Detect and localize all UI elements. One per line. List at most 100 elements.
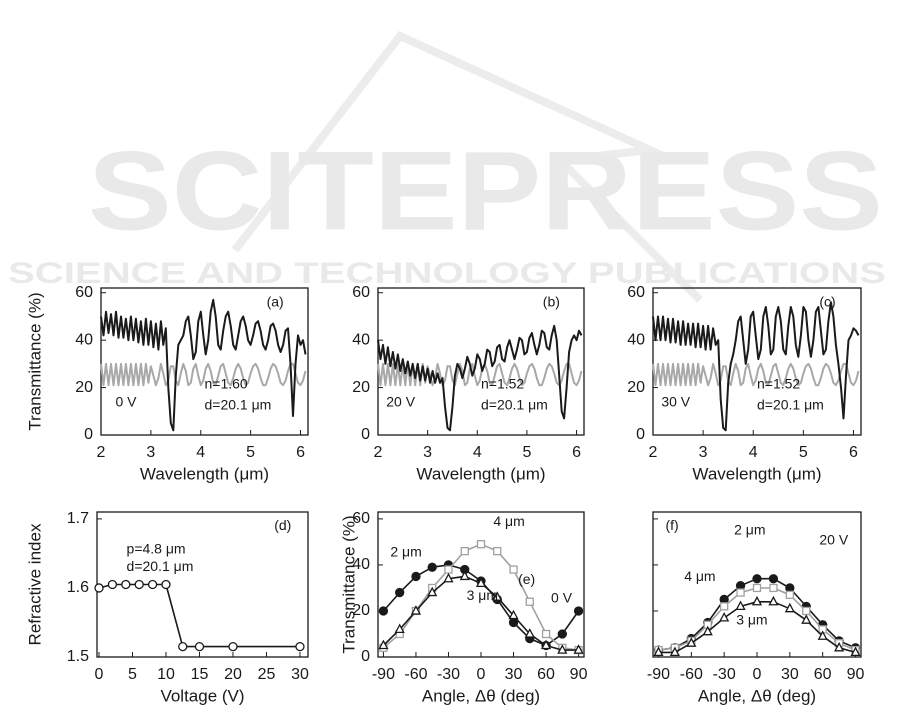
marker bbox=[460, 546, 469, 556]
x-tick-label: 20 bbox=[224, 666, 242, 683]
x-tick-label: 4 bbox=[196, 444, 205, 461]
marker bbox=[752, 574, 762, 584]
marker bbox=[785, 590, 794, 600]
marker bbox=[443, 572, 454, 583]
marker bbox=[509, 565, 518, 574]
marker bbox=[134, 579, 144, 590]
marker bbox=[769, 583, 778, 593]
marker bbox=[459, 570, 470, 581]
plot-frame bbox=[652, 287, 862, 436]
series-line bbox=[652, 301, 860, 432]
series-line bbox=[98, 583, 300, 648]
x-tick-label: -90 bbox=[372, 666, 395, 683]
x-tick-label: 0 bbox=[753, 666, 762, 683]
marker bbox=[573, 644, 584, 654]
marker bbox=[834, 641, 845, 652]
marker bbox=[768, 574, 779, 584]
x-tick-label: 15 bbox=[191, 666, 209, 683]
marker bbox=[492, 591, 503, 601]
annotation: d=20.1 μm bbox=[127, 558, 194, 574]
marker bbox=[557, 644, 568, 654]
y-tick-label: 40 bbox=[352, 331, 370, 348]
annotation: (d) bbox=[274, 517, 291, 533]
marker bbox=[378, 606, 389, 616]
marker bbox=[427, 586, 438, 597]
annotation: (c) bbox=[819, 293, 835, 309]
series-label: 2 μm bbox=[390, 543, 421, 559]
y-tick-label: 0 bbox=[84, 426, 93, 443]
x-tick-label: -90 bbox=[647, 666, 670, 683]
x-axis-label: Wavelength (μm) bbox=[140, 464, 269, 483]
marker bbox=[94, 583, 104, 593]
x-axis-label: Wavelength (μm) bbox=[416, 464, 545, 483]
y-tick-label: 1.7 bbox=[67, 510, 89, 527]
x-tick-label: 0 bbox=[95, 666, 104, 683]
watermark-title: SCITEPRESS bbox=[88, 129, 883, 254]
annotation: 20 V bbox=[386, 393, 415, 409]
marker bbox=[720, 602, 729, 611]
plot-frame bbox=[377, 287, 585, 436]
marker bbox=[427, 562, 437, 572]
x-tick-label: 2 bbox=[374, 444, 383, 461]
y-tick-label: 0 bbox=[361, 426, 370, 443]
watermark-logo bbox=[231, 31, 703, 303]
x-tick-label: 30 bbox=[291, 666, 309, 683]
annotation: (b) bbox=[543, 293, 560, 309]
series-line bbox=[100, 298, 307, 432]
annotation: d=20.1 μm bbox=[205, 396, 272, 412]
marker bbox=[147, 579, 158, 590]
y-tick-label: 60 bbox=[352, 510, 370, 527]
annotation: 0 V bbox=[551, 590, 573, 606]
x-axis-label: Voltage (V) bbox=[160, 686, 244, 705]
x-tick-label: 5 bbox=[522, 444, 531, 461]
x-tick-label: 90 bbox=[570, 666, 588, 683]
x-tick-label: 5 bbox=[799, 444, 808, 461]
annotation: d=20.1 μm bbox=[481, 396, 548, 412]
marker bbox=[752, 583, 762, 593]
series-label: 4 μm bbox=[493, 513, 524, 529]
x-tick-label: -60 bbox=[404, 666, 427, 683]
x-tick-label: 2 bbox=[649, 444, 658, 461]
x-tick-label: 6 bbox=[296, 444, 305, 461]
marker bbox=[411, 571, 421, 582]
marker bbox=[295, 641, 305, 652]
series-label: 3 μm bbox=[736, 611, 767, 627]
x-tick-label: 2 bbox=[97, 444, 106, 461]
marker bbox=[686, 637, 697, 647]
series-label: 3 μm bbox=[467, 587, 498, 603]
series-label: 4 μm bbox=[684, 568, 715, 584]
annotation: 20 V bbox=[819, 532, 848, 548]
marker bbox=[719, 611, 730, 622]
marker bbox=[476, 540, 486, 549]
y-tick-label: 40 bbox=[627, 331, 645, 348]
y-tick-label: 1.6 bbox=[67, 579, 89, 596]
x-tick-label: 5 bbox=[128, 666, 137, 683]
x-tick-label: 6 bbox=[849, 444, 858, 461]
y-tick-label: 0 bbox=[361, 648, 370, 665]
marker bbox=[493, 546, 502, 556]
marker bbox=[736, 588, 745, 597]
y-tick-label: 20 bbox=[352, 379, 370, 396]
annotation: 0 V bbox=[115, 393, 137, 409]
y-tick-label: 40 bbox=[352, 556, 370, 573]
x-tick-label: 30 bbox=[505, 666, 523, 683]
x-axis-label: Wavelength (μm) bbox=[692, 464, 821, 483]
x-tick-label: -30 bbox=[713, 666, 736, 683]
marker bbox=[475, 577, 487, 587]
y-tick-label: 20 bbox=[75, 379, 93, 396]
annotation: n=1.60 bbox=[205, 376, 248, 392]
marker bbox=[444, 565, 453, 574]
series-line bbox=[100, 362, 307, 387]
x-axis-label: Angle, Δθ (deg) bbox=[422, 686, 540, 705]
marker bbox=[410, 605, 422, 615]
annotation: p=4.8 μm bbox=[127, 540, 186, 556]
y-tick-label: 60 bbox=[352, 284, 370, 301]
marker bbox=[817, 630, 828, 640]
marker bbox=[702, 625, 713, 636]
marker bbox=[194, 641, 205, 652]
x-tick-label: 0 bbox=[477, 666, 486, 683]
marker bbox=[395, 587, 405, 598]
x-tick-label: 90 bbox=[847, 666, 865, 683]
marker bbox=[850, 646, 861, 657]
